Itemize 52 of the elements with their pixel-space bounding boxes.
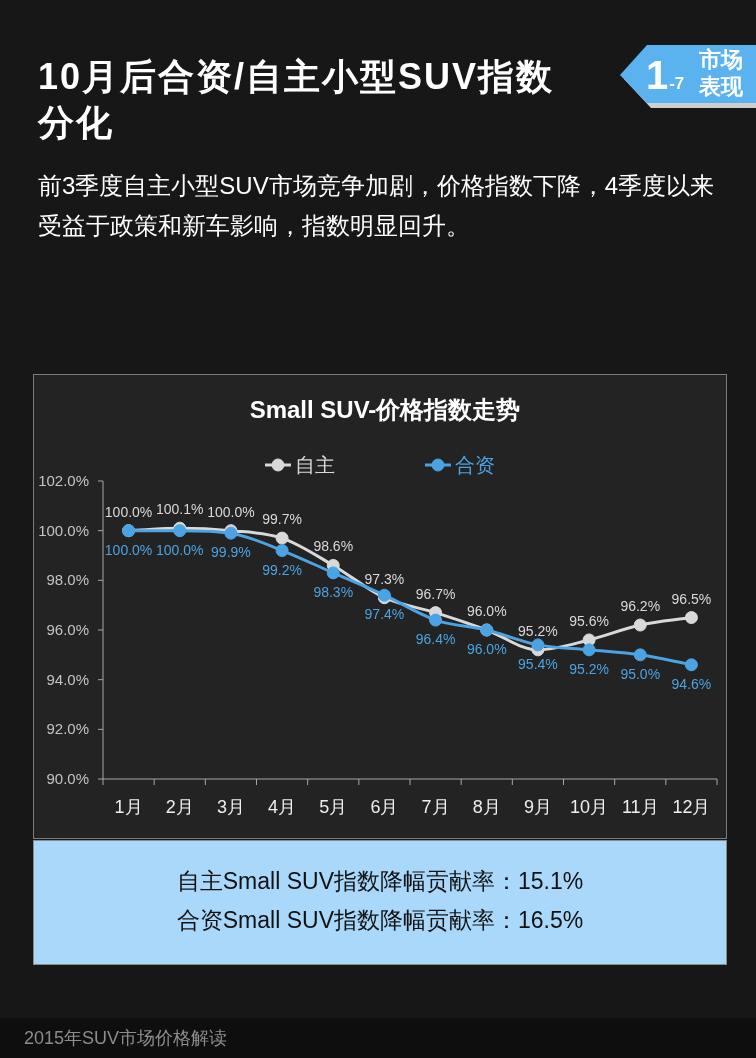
data-label: 95.6% [569, 612, 609, 629]
data-label: 100.1% [156, 501, 204, 518]
legend-label: 合资 [455, 454, 495, 476]
data-label: 95.2% [518, 622, 558, 639]
data-label: 95.2% [569, 660, 609, 677]
y-tick-label: 96.0% [46, 621, 89, 638]
data-label: 95.4% [518, 655, 558, 672]
data-label: 97.4% [364, 606, 405, 623]
y-tick-label: 102.0% [38, 472, 89, 489]
y-tick-label: 92.0% [46, 720, 89, 738]
x-tick-label: 4月 [268, 797, 297, 817]
data-label: 98.3% [313, 583, 354, 600]
legend-label: 自主 [295, 454, 335, 476]
x-tick-label: 2月 [165, 797, 194, 817]
data-label: 96.4% [415, 631, 456, 648]
data-label: 96.0% [466, 603, 507, 619]
x-tick-label: 8月 [472, 797, 501, 817]
text: 合资Small SUV指数降幅贡献率：16.5% [175, 906, 585, 935]
data-label: 100.0% [104, 541, 153, 558]
y-tick-label: 94.0% [46, 670, 89, 688]
text: 市场表现 [699, 46, 744, 100]
title: Small SUV-价格指数走势 [249, 396, 521, 423]
text: 自主Small SUV指数降幅贡献率：15.1% [175, 867, 585, 896]
x-tick-label: 10月 [570, 797, 609, 817]
data-label: 96.5% [671, 590, 712, 607]
data-label: 99.7% [262, 511, 302, 528]
y-tick-label: 100.0% [38, 521, 89, 539]
data-label: 100.0% [156, 541, 204, 558]
x-tick-label: 3月 [216, 797, 245, 817]
data-label: 95.0% [620, 665, 661, 682]
data-label: 96.2% [620, 598, 661, 615]
x-tick-label: 9月 [523, 797, 552, 817]
text: 10月后合资/自主小型SUV指数分化 [38, 55, 556, 145]
x-tick-label: 11月 [621, 797, 659, 817]
text: 前3季度自主小型SUV市场竞争加剧，价格指数下降，4季度以来受益于政策和新车影响，指数明显回升。 [38, 171, 716, 241]
x-tick-label: 6月 [370, 797, 399, 817]
data-label: 100.0% [104, 503, 153, 520]
data-label: 99.2% [262, 561, 302, 578]
y-tick-label: 98.0% [46, 571, 89, 589]
data-label: 100.0% [207, 503, 255, 520]
data-label: 98.6% [313, 538, 354, 555]
data-label: 96.0% [466, 641, 507, 657]
data-label: 96.7% [415, 585, 456, 602]
data-label: 97.3% [364, 570, 405, 587]
x-tick-label: 7月 [421, 797, 450, 817]
data-label: 94.6% [671, 675, 712, 692]
text: 2015年SUV市场价格解读 [24, 1027, 228, 1050]
y-tick-label: 90.0% [46, 770, 89, 787]
data-label: 99.9% [211, 544, 251, 561]
x-tick-label: 12月 [672, 797, 711, 817]
x-tick-label: 1月 [114, 797, 143, 817]
x-tick-label: 5月 [319, 797, 348, 817]
